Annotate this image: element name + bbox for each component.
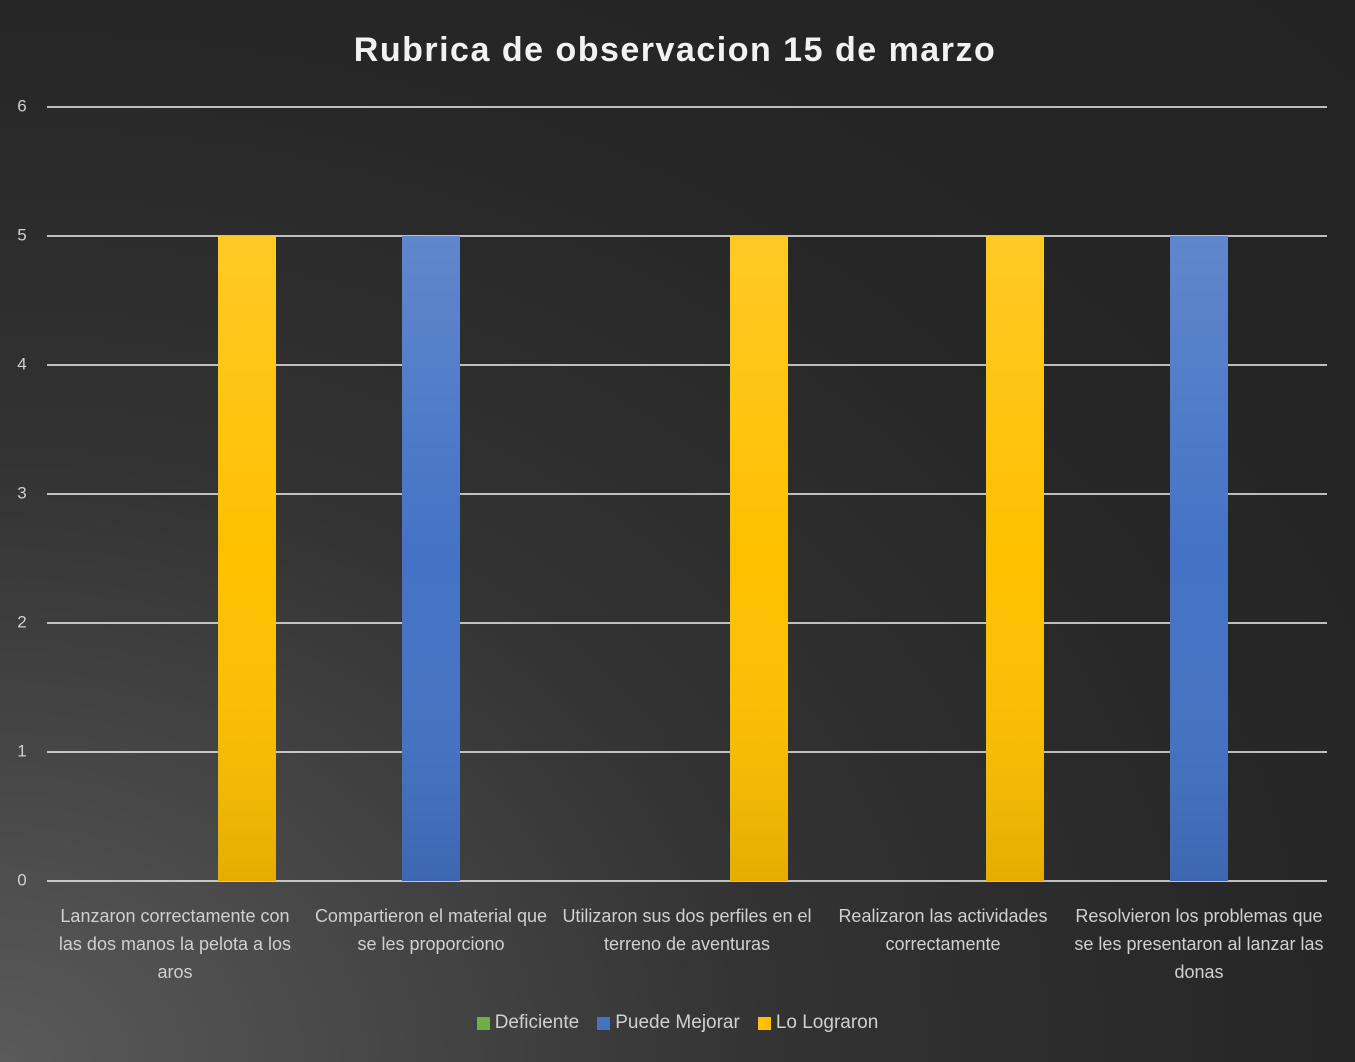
x-tick-label: Compartieron el material que se les prop… [314, 906, 548, 954]
y-tick-label: 0 [17, 870, 26, 889]
legend-swatch [757, 1016, 771, 1030]
y-tick-label: 5 [17, 225, 26, 244]
x-tick-label: Resolvieron los problemas que se les pre… [1074, 906, 1324, 982]
y-tick-label: 4 [17, 354, 26, 373]
y-tick-label: 3 [17, 483, 26, 502]
legend-swatch [597, 1016, 611, 1030]
x-tick-label: Realizaron las actividades correctamente [838, 906, 1048, 954]
bar-shade [218, 236, 276, 881]
y-tick-label: 1 [17, 741, 26, 760]
legend-item: Lo Lograron [757, 1012, 879, 1034]
bar-shade [730, 236, 788, 881]
bar-shade [402, 236, 460, 881]
legend-label: Deficiente [494, 1012, 580, 1033]
legend: Deficiente Puede Mejorar Lo Lograron [0, 1012, 1355, 1034]
legend-item: Puede Mejorar [597, 1012, 740, 1034]
bar-shade [1170, 236, 1228, 881]
legend-item: Deficiente [476, 1012, 580, 1034]
legend-swatch [476, 1016, 490, 1030]
y-tick-label: 2 [17, 612, 26, 631]
legend-label: Lo Lograron [775, 1012, 879, 1033]
chart-title: Rubrica de observacion 15 de marzo [354, 31, 996, 69]
x-tick-label: Lanzaron correctamente con las dos manos… [58, 906, 292, 982]
legend-label: Puede Mejorar [615, 1012, 740, 1033]
x-tick-label: Utilizaron sus dos perfiles en el terren… [562, 906, 812, 954]
bar-shade [986, 236, 1044, 881]
y-tick-label: 6 [17, 96, 26, 115]
